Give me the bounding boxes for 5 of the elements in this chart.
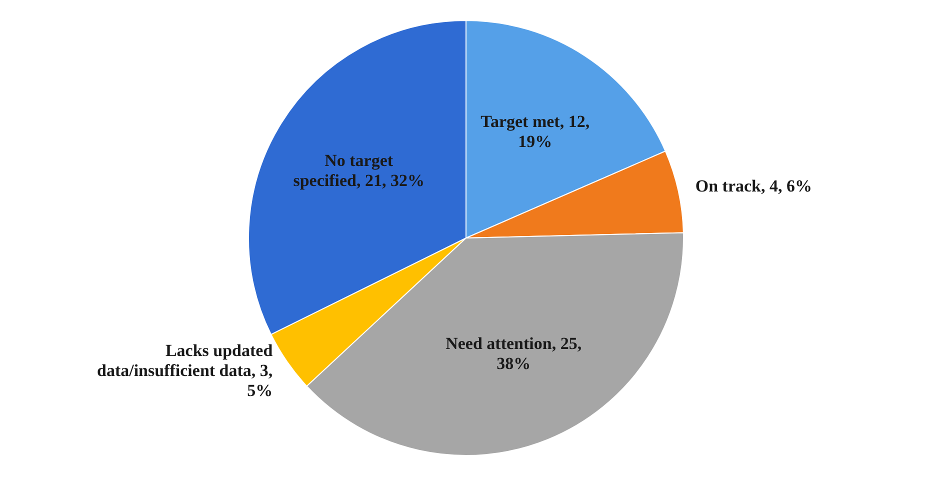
slice-label: On track, 4, 6% xyxy=(695,176,812,196)
slice-label: Target met, 12, 19% xyxy=(480,112,590,151)
slice-label: No target specified, 21, 32% xyxy=(293,150,424,190)
slice-label: Lacks updated data/insufficient data, 3, 5% xyxy=(96,340,274,400)
slice-label: Need attention, 25, 38% xyxy=(446,334,582,374)
